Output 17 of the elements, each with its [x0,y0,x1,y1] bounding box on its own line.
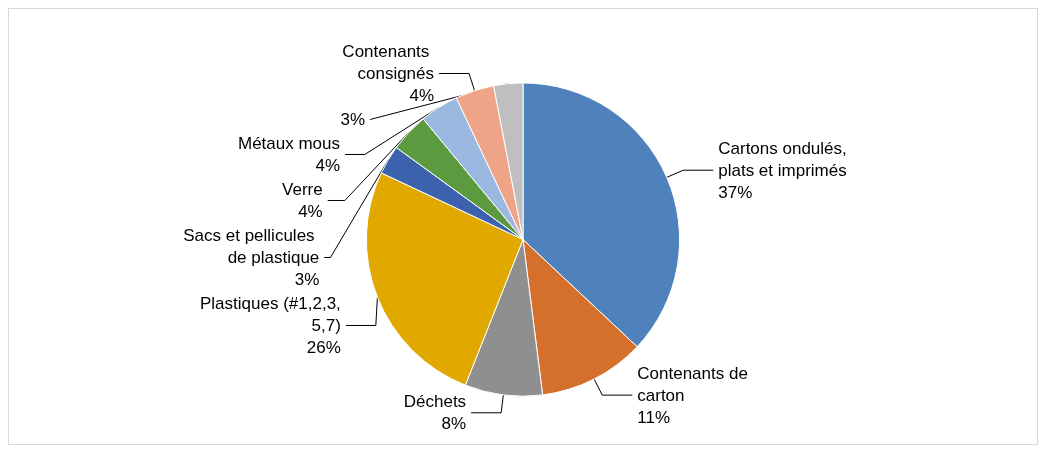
slice-label: Cartons ondulés, plats et imprimés [718,138,852,180]
data-label: 4% [298,202,323,221]
data-label: 26% [306,338,341,357]
slice-label: Sacs et pellicules de plastique [183,226,320,267]
slice-label: Déchets [403,392,467,412]
slice-label: Plastiques (#1,2,3,5,7) [200,294,341,335]
data-label: 37% [718,182,753,202]
data-label: 8% [441,414,467,434]
data-label: 4% [315,156,341,175]
data-label: 3% [340,110,366,129]
slice-label: Contenants consignés [342,42,435,83]
slice-label: Verre [282,180,323,199]
data-label: 3% [294,270,320,289]
slice-label: Métaux mous [237,134,341,153]
data-label: 11% [637,407,671,427]
data-label: 4% [409,86,435,105]
slice-label: Contenants de carton [637,363,753,405]
